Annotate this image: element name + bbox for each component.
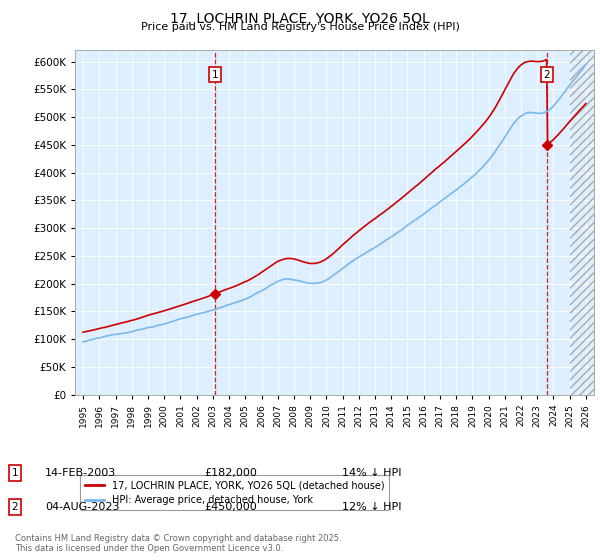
Text: Contains HM Land Registry data © Crown copyright and database right 2025.
This d: Contains HM Land Registry data © Crown c… bbox=[15, 534, 341, 553]
Text: 14-FEB-2003: 14-FEB-2003 bbox=[45, 468, 116, 478]
Text: 04-AUG-2023: 04-AUG-2023 bbox=[45, 502, 119, 512]
Text: 1: 1 bbox=[11, 468, 19, 478]
Text: £450,000: £450,000 bbox=[204, 502, 257, 512]
Text: 14% ↓ HPI: 14% ↓ HPI bbox=[342, 468, 401, 478]
Text: £182,000: £182,000 bbox=[204, 468, 257, 478]
Legend: 17, LOCHRIN PLACE, YORK, YO26 5QL (detached house), HPI: Average price, detached: 17, LOCHRIN PLACE, YORK, YO26 5QL (detac… bbox=[80, 475, 389, 510]
Text: 12% ↓ HPI: 12% ↓ HPI bbox=[342, 502, 401, 512]
Text: 2: 2 bbox=[544, 69, 550, 80]
Text: 2: 2 bbox=[11, 502, 19, 512]
Text: 1: 1 bbox=[211, 69, 218, 80]
Text: 17, LOCHRIN PLACE, YORK, YO26 5QL: 17, LOCHRIN PLACE, YORK, YO26 5QL bbox=[170, 12, 430, 26]
Bar bbox=[569, 50, 594, 395]
Text: Price paid vs. HM Land Registry's House Price Index (HPI): Price paid vs. HM Land Registry's House … bbox=[140, 22, 460, 32]
